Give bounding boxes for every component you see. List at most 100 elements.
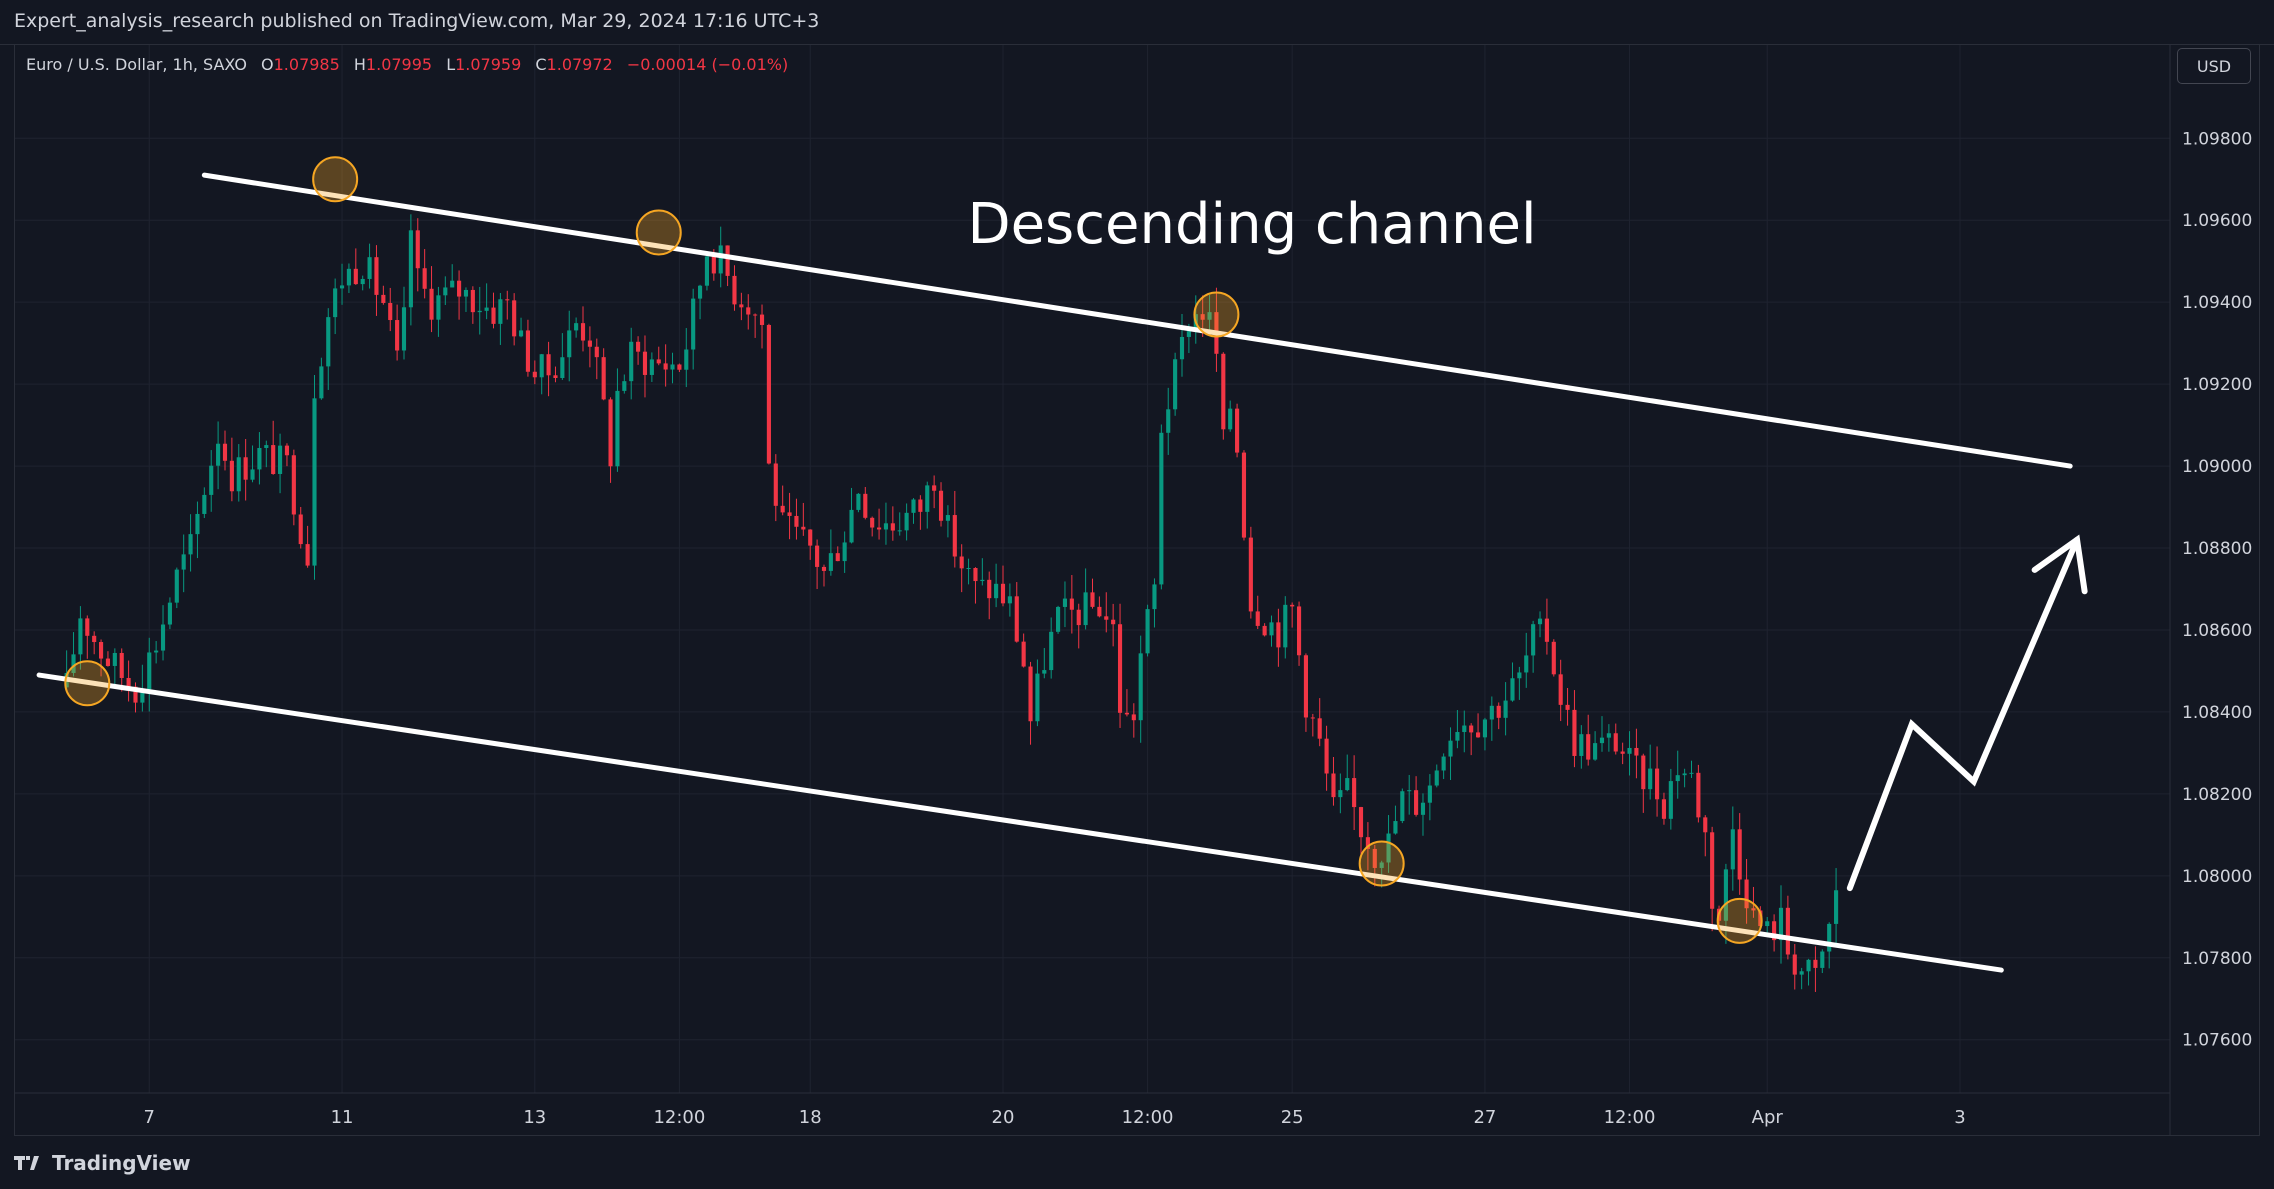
candle-body bbox=[863, 493, 868, 518]
candle-body bbox=[1303, 655, 1308, 718]
candle-body bbox=[1620, 751, 1625, 754]
candle-body bbox=[85, 618, 90, 636]
tradingview-logo[interactable]: TradingView bbox=[14, 1151, 191, 1175]
projection-path bbox=[1846, 536, 2081, 892]
candle-body bbox=[1372, 848, 1377, 868]
candle-body bbox=[353, 268, 358, 285]
candle-body bbox=[1407, 790, 1412, 792]
candle-body bbox=[1365, 837, 1370, 849]
candle-body bbox=[746, 307, 751, 315]
candle-body bbox=[291, 455, 296, 515]
candle-body bbox=[470, 289, 475, 313]
candle-body bbox=[298, 514, 303, 545]
candle-body bbox=[1827, 923, 1832, 952]
candle-body bbox=[1049, 631, 1054, 671]
channel-touch-marker bbox=[64, 660, 111, 707]
candle-body bbox=[1668, 781, 1673, 819]
candle-body bbox=[1083, 592, 1088, 626]
candle-body bbox=[1352, 778, 1357, 808]
candle-body bbox=[167, 602, 172, 625]
candle-body bbox=[477, 310, 482, 313]
low-value: 1.07959 bbox=[455, 55, 522, 74]
candle-body bbox=[271, 445, 276, 474]
candle-body bbox=[1124, 712, 1129, 715]
candle-body bbox=[704, 256, 710, 286]
candle-body bbox=[684, 349, 689, 370]
candle-body bbox=[1455, 732, 1460, 741]
candle-body bbox=[1689, 772, 1694, 774]
publisher-attribution: Expert_analysis_research published on Tr… bbox=[14, 10, 820, 32]
candle-body bbox=[319, 366, 324, 399]
candle-body bbox=[1400, 791, 1405, 822]
candle-body bbox=[1565, 704, 1570, 710]
projection-arrowhead bbox=[2031, 534, 2088, 595]
top-bar: Expert_analysis_research published on Tr… bbox=[0, 0, 2274, 45]
candle-body bbox=[966, 567, 971, 569]
candle-body bbox=[525, 330, 530, 372]
candle-body bbox=[1820, 951, 1825, 968]
candle-body bbox=[890, 523, 895, 531]
candle-body bbox=[1792, 954, 1797, 975]
candle-body bbox=[697, 285, 703, 299]
candle-body bbox=[243, 457, 248, 480]
candle-body bbox=[1751, 908, 1756, 911]
candle-body bbox=[601, 357, 606, 400]
candle-body bbox=[1834, 890, 1839, 924]
candle-body bbox=[567, 330, 572, 358]
candle-body bbox=[443, 287, 448, 296]
candle-body bbox=[1703, 817, 1708, 833]
price-tick-label: 1.09400 bbox=[2182, 293, 2252, 313]
candle-body bbox=[1345, 778, 1350, 791]
candle-body bbox=[312, 398, 317, 566]
candle-body bbox=[450, 280, 455, 288]
candle-body bbox=[1166, 409, 1171, 433]
candle-body bbox=[622, 381, 627, 391]
candle-body bbox=[1785, 907, 1790, 955]
candle-body bbox=[1358, 807, 1364, 838]
time-tick-label: Apr bbox=[1752, 1107, 1784, 1128]
candle-body bbox=[1076, 609, 1081, 626]
currency-button[interactable]: USD bbox=[2177, 48, 2251, 84]
candle-body bbox=[1593, 743, 1598, 760]
candle-body bbox=[904, 512, 909, 531]
candle-body bbox=[236, 457, 241, 492]
candle-body bbox=[484, 307, 489, 311]
candle-body bbox=[994, 583, 999, 599]
candle-body bbox=[1111, 619, 1116, 625]
candle-body bbox=[1510, 678, 1515, 701]
candle-body bbox=[1462, 725, 1467, 733]
candle-body bbox=[1007, 596, 1012, 604]
candle-body bbox=[1255, 611, 1260, 626]
candle-body bbox=[553, 375, 558, 379]
candle-body bbox=[587, 340, 592, 347]
time-tick-label: 12:00 bbox=[1604, 1107, 1656, 1128]
candle-body bbox=[938, 490, 944, 521]
candle-body bbox=[918, 499, 923, 512]
candle-body bbox=[1000, 583, 1006, 604]
candle-body bbox=[264, 445, 269, 448]
candle-body bbox=[339, 285, 345, 289]
open-label: O bbox=[261, 55, 274, 74]
candle-body bbox=[1241, 452, 1247, 538]
candle-body bbox=[333, 288, 338, 318]
candle-body bbox=[574, 323, 579, 331]
candle-body bbox=[1758, 910, 1763, 927]
candle-body bbox=[119, 652, 124, 678]
candle-body bbox=[498, 299, 503, 324]
candle-body bbox=[105, 658, 111, 666]
candle-body bbox=[828, 553, 833, 571]
candle-body bbox=[642, 351, 648, 375]
candle-body bbox=[112, 652, 117, 666]
candle-body bbox=[636, 341, 641, 352]
channel-touch-marker bbox=[635, 209, 682, 256]
candle-body bbox=[1269, 622, 1274, 636]
chart-grid bbox=[15, 44, 2171, 1136]
channel-touch-marker bbox=[1193, 291, 1240, 338]
candle-body bbox=[140, 689, 145, 703]
candle-body bbox=[491, 307, 496, 324]
candle-body bbox=[415, 230, 420, 269]
symbol-name: Euro / U.S. Dollar, 1h, SAXO bbox=[26, 55, 247, 74]
candle-body bbox=[1331, 773, 1336, 798]
candle-body bbox=[1606, 733, 1611, 738]
